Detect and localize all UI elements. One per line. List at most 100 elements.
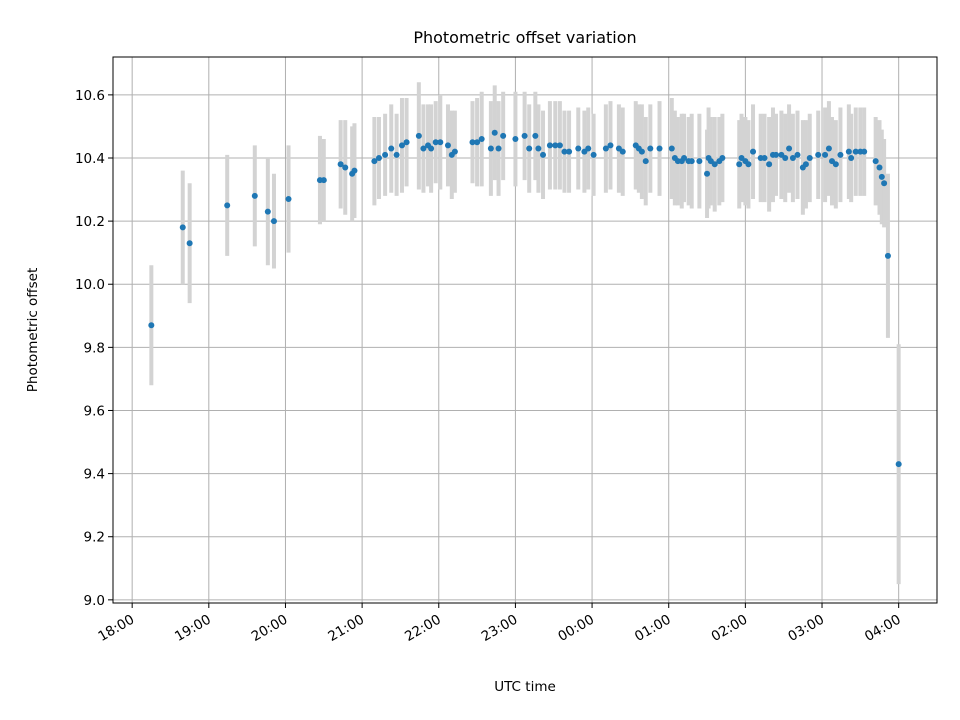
data-point (815, 151, 822, 158)
data-point (789, 154, 796, 161)
data-point (444, 142, 451, 149)
data-point (186, 240, 193, 247)
data-point (837, 151, 844, 158)
data-point (711, 161, 718, 168)
data-point (895, 461, 902, 468)
data-point (437, 139, 444, 146)
data-point (750, 148, 757, 155)
data-point (825, 145, 832, 152)
y-axis-ticks: 9.0 9.2 9.4 9.6 9.8 10.0 10.2 10.4 10.6 (75, 88, 113, 609)
data-point (845, 148, 852, 155)
data-point (607, 142, 614, 149)
data-point (681, 154, 688, 161)
data-point (270, 218, 277, 225)
data-point (428, 145, 435, 152)
data-point (704, 170, 711, 177)
data-point (393, 151, 400, 158)
data-point (848, 154, 855, 161)
data-point (535, 145, 542, 152)
data-point (668, 145, 675, 152)
data-point (719, 154, 726, 161)
data-point (403, 139, 410, 146)
data-point (371, 158, 378, 165)
data-point (432, 139, 439, 146)
data-point (782, 154, 789, 161)
data-point (351, 167, 358, 174)
data-point (802, 161, 809, 168)
data-point (642, 158, 649, 165)
data-point (337, 161, 344, 168)
data-point (179, 224, 186, 231)
y-tick-label: 9.2 (84, 530, 105, 546)
data-point (556, 142, 563, 149)
data-point (566, 148, 573, 155)
data-point (766, 161, 773, 168)
data-point (148, 322, 155, 329)
data-point (786, 145, 793, 152)
data-point (451, 148, 458, 155)
data-point (375, 154, 382, 161)
data-point (878, 173, 885, 180)
data-point (320, 177, 327, 184)
data-points (148, 129, 902, 468)
data-point (532, 132, 539, 139)
data-point (736, 161, 743, 168)
data-point (822, 151, 829, 158)
data-point (761, 154, 768, 161)
data-point (251, 192, 258, 199)
data-point (876, 164, 883, 171)
data-point (495, 145, 502, 152)
data-point (478, 136, 485, 143)
data-point (852, 148, 859, 155)
data-point (745, 161, 752, 168)
data-point (638, 148, 645, 155)
data-point (415, 132, 422, 139)
x-axis-label: UTC time (494, 679, 556, 695)
data-point (487, 145, 494, 152)
data-point (264, 208, 271, 215)
plot-frame (112, 56, 938, 604)
y-tick-label: 9.0 (84, 593, 105, 609)
data-point (696, 158, 703, 165)
data-point (521, 132, 528, 139)
data-point (872, 158, 879, 165)
data-point (526, 145, 533, 152)
data-point (474, 139, 481, 146)
data-point (552, 142, 559, 149)
data-point (773, 151, 780, 158)
data-point (861, 148, 868, 155)
data-point (540, 151, 547, 158)
y-tick-label: 10.6 (75, 88, 105, 104)
data-point (656, 145, 663, 152)
data-point (688, 158, 695, 165)
data-point (420, 145, 427, 152)
data-point (491, 129, 498, 136)
data-point (881, 180, 888, 187)
data-point (224, 202, 231, 209)
data-point (546, 142, 553, 149)
data-point (382, 151, 389, 158)
data-point (500, 132, 507, 139)
data-point (619, 148, 626, 155)
data-point (561, 148, 568, 155)
data-point (602, 145, 609, 152)
data-point (794, 151, 801, 158)
data-point (512, 136, 519, 143)
y-tick-label: 9.4 (84, 467, 105, 483)
data-point (469, 139, 476, 146)
data-point (884, 252, 891, 259)
data-point (647, 145, 654, 152)
y-tick-label: 9.6 (84, 403, 105, 419)
data-point (832, 161, 839, 168)
y-axis-label: Photometric offset (25, 268, 41, 392)
data-point (342, 164, 349, 171)
y-tick-label: 9.8 (84, 340, 105, 356)
data-point (285, 196, 292, 203)
chart-title: Photometric offset variation (413, 28, 636, 47)
y-tick-label: 10.0 (75, 277, 105, 293)
y-tick-label: 10.2 (75, 214, 105, 230)
data-point (398, 142, 405, 149)
data-point (806, 154, 813, 161)
y-tick-label: 10.4 (75, 151, 105, 167)
